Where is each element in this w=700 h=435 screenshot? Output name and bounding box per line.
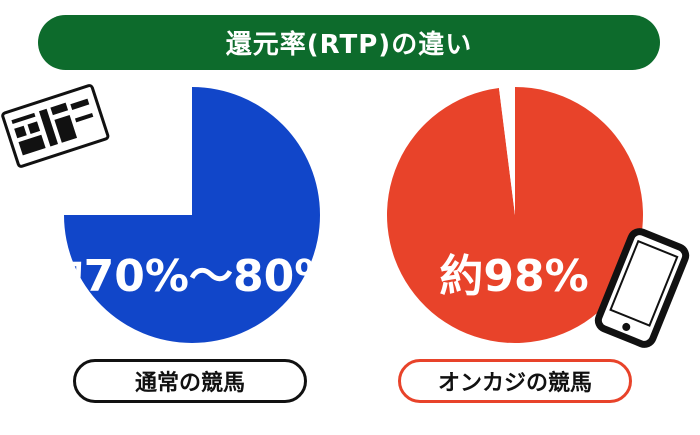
left-percentage-text: 約70%～80%	[39, 251, 339, 302]
pie-chart-left	[64, 87, 320, 343]
category-label-online: オンカジの競馬	[437, 371, 592, 396]
category-pill-normal: 通常の競馬	[73, 359, 307, 403]
pie-chart-right	[386, 87, 643, 343]
smartphone-icon	[594, 228, 690, 348]
pie-0-slice-1	[64, 87, 192, 215]
title-banner: 還元率(RTP)の違い	[38, 15, 660, 70]
right-percentage-label: 約98%	[439, 240, 588, 304]
category-label-normal: 通常の競馬	[134, 371, 245, 396]
right-percentage-text: 約98%	[439, 251, 589, 302]
left-percentage-label: 約70%～80%	[40, 240, 339, 304]
pie-1-slice-0	[386, 87, 643, 343]
category-pill-online: オンカジの競馬	[398, 359, 632, 403]
betting-ticket-icon	[1, 84, 110, 168]
page-title: 還元率(RTP)の違い	[225, 30, 473, 60]
pie-1-slice-1	[498, 87, 515, 215]
